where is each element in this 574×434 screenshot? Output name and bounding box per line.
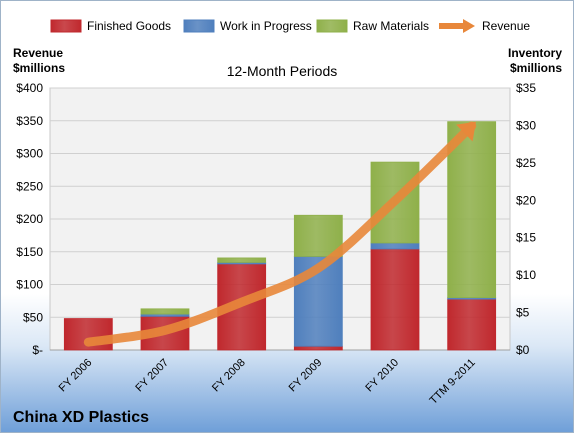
x-tick-label: TTM 9-2011 bbox=[428, 357, 478, 407]
company-name: China XD Plastics bbox=[13, 409, 149, 426]
bar-work-in-progress bbox=[371, 243, 419, 249]
right-tick-label: $5 bbox=[516, 306, 530, 320]
right-tick-label: $10 bbox=[516, 268, 536, 282]
legend-label: Raw Materials bbox=[353, 19, 429, 33]
bar-finished-goods bbox=[371, 249, 419, 350]
bar-finished-goods bbox=[448, 299, 496, 350]
left-tick-label: $150 bbox=[16, 245, 43, 259]
legend-swatch-revenue-head bbox=[463, 19, 475, 33]
chart-subtitle: 12-Month Periods bbox=[227, 63, 338, 79]
x-tick-label: FY 2006 bbox=[57, 357, 95, 395]
left-tick-label: $400 bbox=[16, 81, 43, 95]
legend-swatch bbox=[51, 20, 81, 32]
right-tick-label: $25 bbox=[516, 156, 536, 170]
right-tick-label: $15 bbox=[516, 231, 536, 245]
legend-label: Finished Goods bbox=[87, 19, 171, 33]
right-tick-label: $20 bbox=[516, 193, 536, 207]
x-tick-label: FY 2008 bbox=[210, 357, 248, 395]
left-axis-title: Revenue bbox=[13, 46, 63, 60]
x-tick-label: FY 2007 bbox=[133, 357, 171, 395]
right-axis-title: Inventory bbox=[508, 46, 562, 60]
legend-swatch bbox=[317, 20, 347, 32]
legend-label: Work in Progress bbox=[220, 19, 312, 33]
left-axis-title: $millions bbox=[13, 61, 65, 75]
bar-finished-goods bbox=[294, 346, 342, 350]
left-tick-label: $200 bbox=[16, 212, 43, 226]
right-tick-label: $0 bbox=[516, 343, 530, 357]
left-tick-label: $50 bbox=[23, 310, 43, 324]
legend-swatch bbox=[184, 20, 214, 32]
bar-raw-materials bbox=[218, 258, 266, 262]
left-tick-label: $250 bbox=[16, 179, 43, 193]
left-tick-label: $350 bbox=[16, 114, 43, 128]
bar-raw-materials bbox=[141, 309, 189, 314]
legend-label: Revenue bbox=[482, 19, 530, 33]
left-tick-label: $300 bbox=[16, 147, 43, 161]
left-tick-label: $- bbox=[32, 343, 43, 357]
right-tick-label: $30 bbox=[516, 118, 536, 132]
left-tick-label: $100 bbox=[16, 278, 43, 292]
right-tick-label: $35 bbox=[516, 81, 536, 95]
right-axis-title: $millions bbox=[510, 61, 562, 75]
x-tick-label: FY 2009 bbox=[287, 357, 325, 395]
x-tick-label: FY 2010 bbox=[363, 357, 401, 395]
